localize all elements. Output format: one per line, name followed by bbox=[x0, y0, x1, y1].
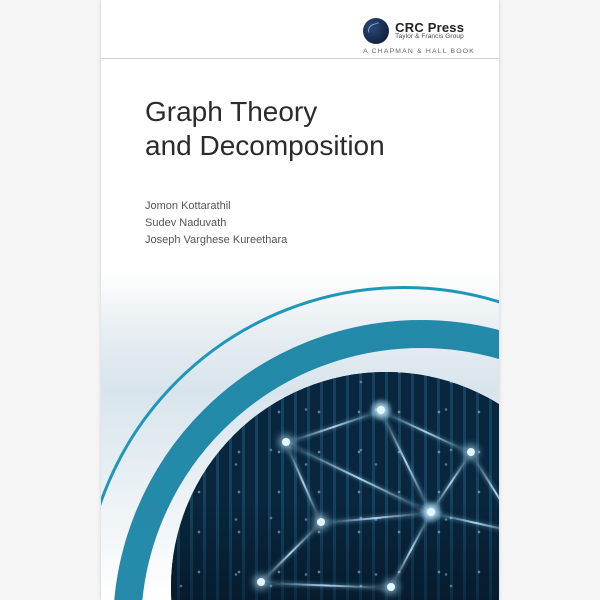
book-cover: CRC Press Taylor & Francis Group A Chapm… bbox=[101, 0, 499, 600]
publisher-text: CRC Press Taylor & Francis Group bbox=[395, 21, 464, 41]
crc-logo-icon bbox=[363, 18, 389, 44]
publisher-tagline: Taylor & Francis Group bbox=[395, 34, 464, 41]
book-title: Graph Theory and Decomposition bbox=[145, 95, 459, 163]
author-name: Joseph Varghese Kureethara bbox=[145, 232, 287, 249]
author-name: Jomon Kottarathil bbox=[145, 198, 287, 215]
title-line-1: Graph Theory bbox=[145, 95, 459, 129]
author-list: Jomon Kottarathil Sudev Naduvath Joseph … bbox=[145, 198, 287, 249]
globe-illustration bbox=[171, 372, 499, 600]
network-node bbox=[467, 448, 475, 456]
title-line-2: and Decomposition bbox=[145, 129, 459, 163]
network-node bbox=[257, 578, 265, 586]
network-node bbox=[427, 508, 435, 516]
header-divider bbox=[101, 58, 499, 59]
network-node bbox=[377, 406, 385, 414]
network-node bbox=[387, 583, 395, 591]
author-name: Sudev Naduvath bbox=[145, 215, 287, 232]
publisher-logo-row: CRC Press Taylor & Francis Group bbox=[363, 18, 475, 44]
network-node bbox=[317, 518, 325, 526]
publisher-series: A Chapman & Hall Book bbox=[363, 48, 475, 55]
network-node bbox=[282, 438, 290, 446]
publisher-block: CRC Press Taylor & Francis Group A Chapm… bbox=[363, 18, 475, 55]
